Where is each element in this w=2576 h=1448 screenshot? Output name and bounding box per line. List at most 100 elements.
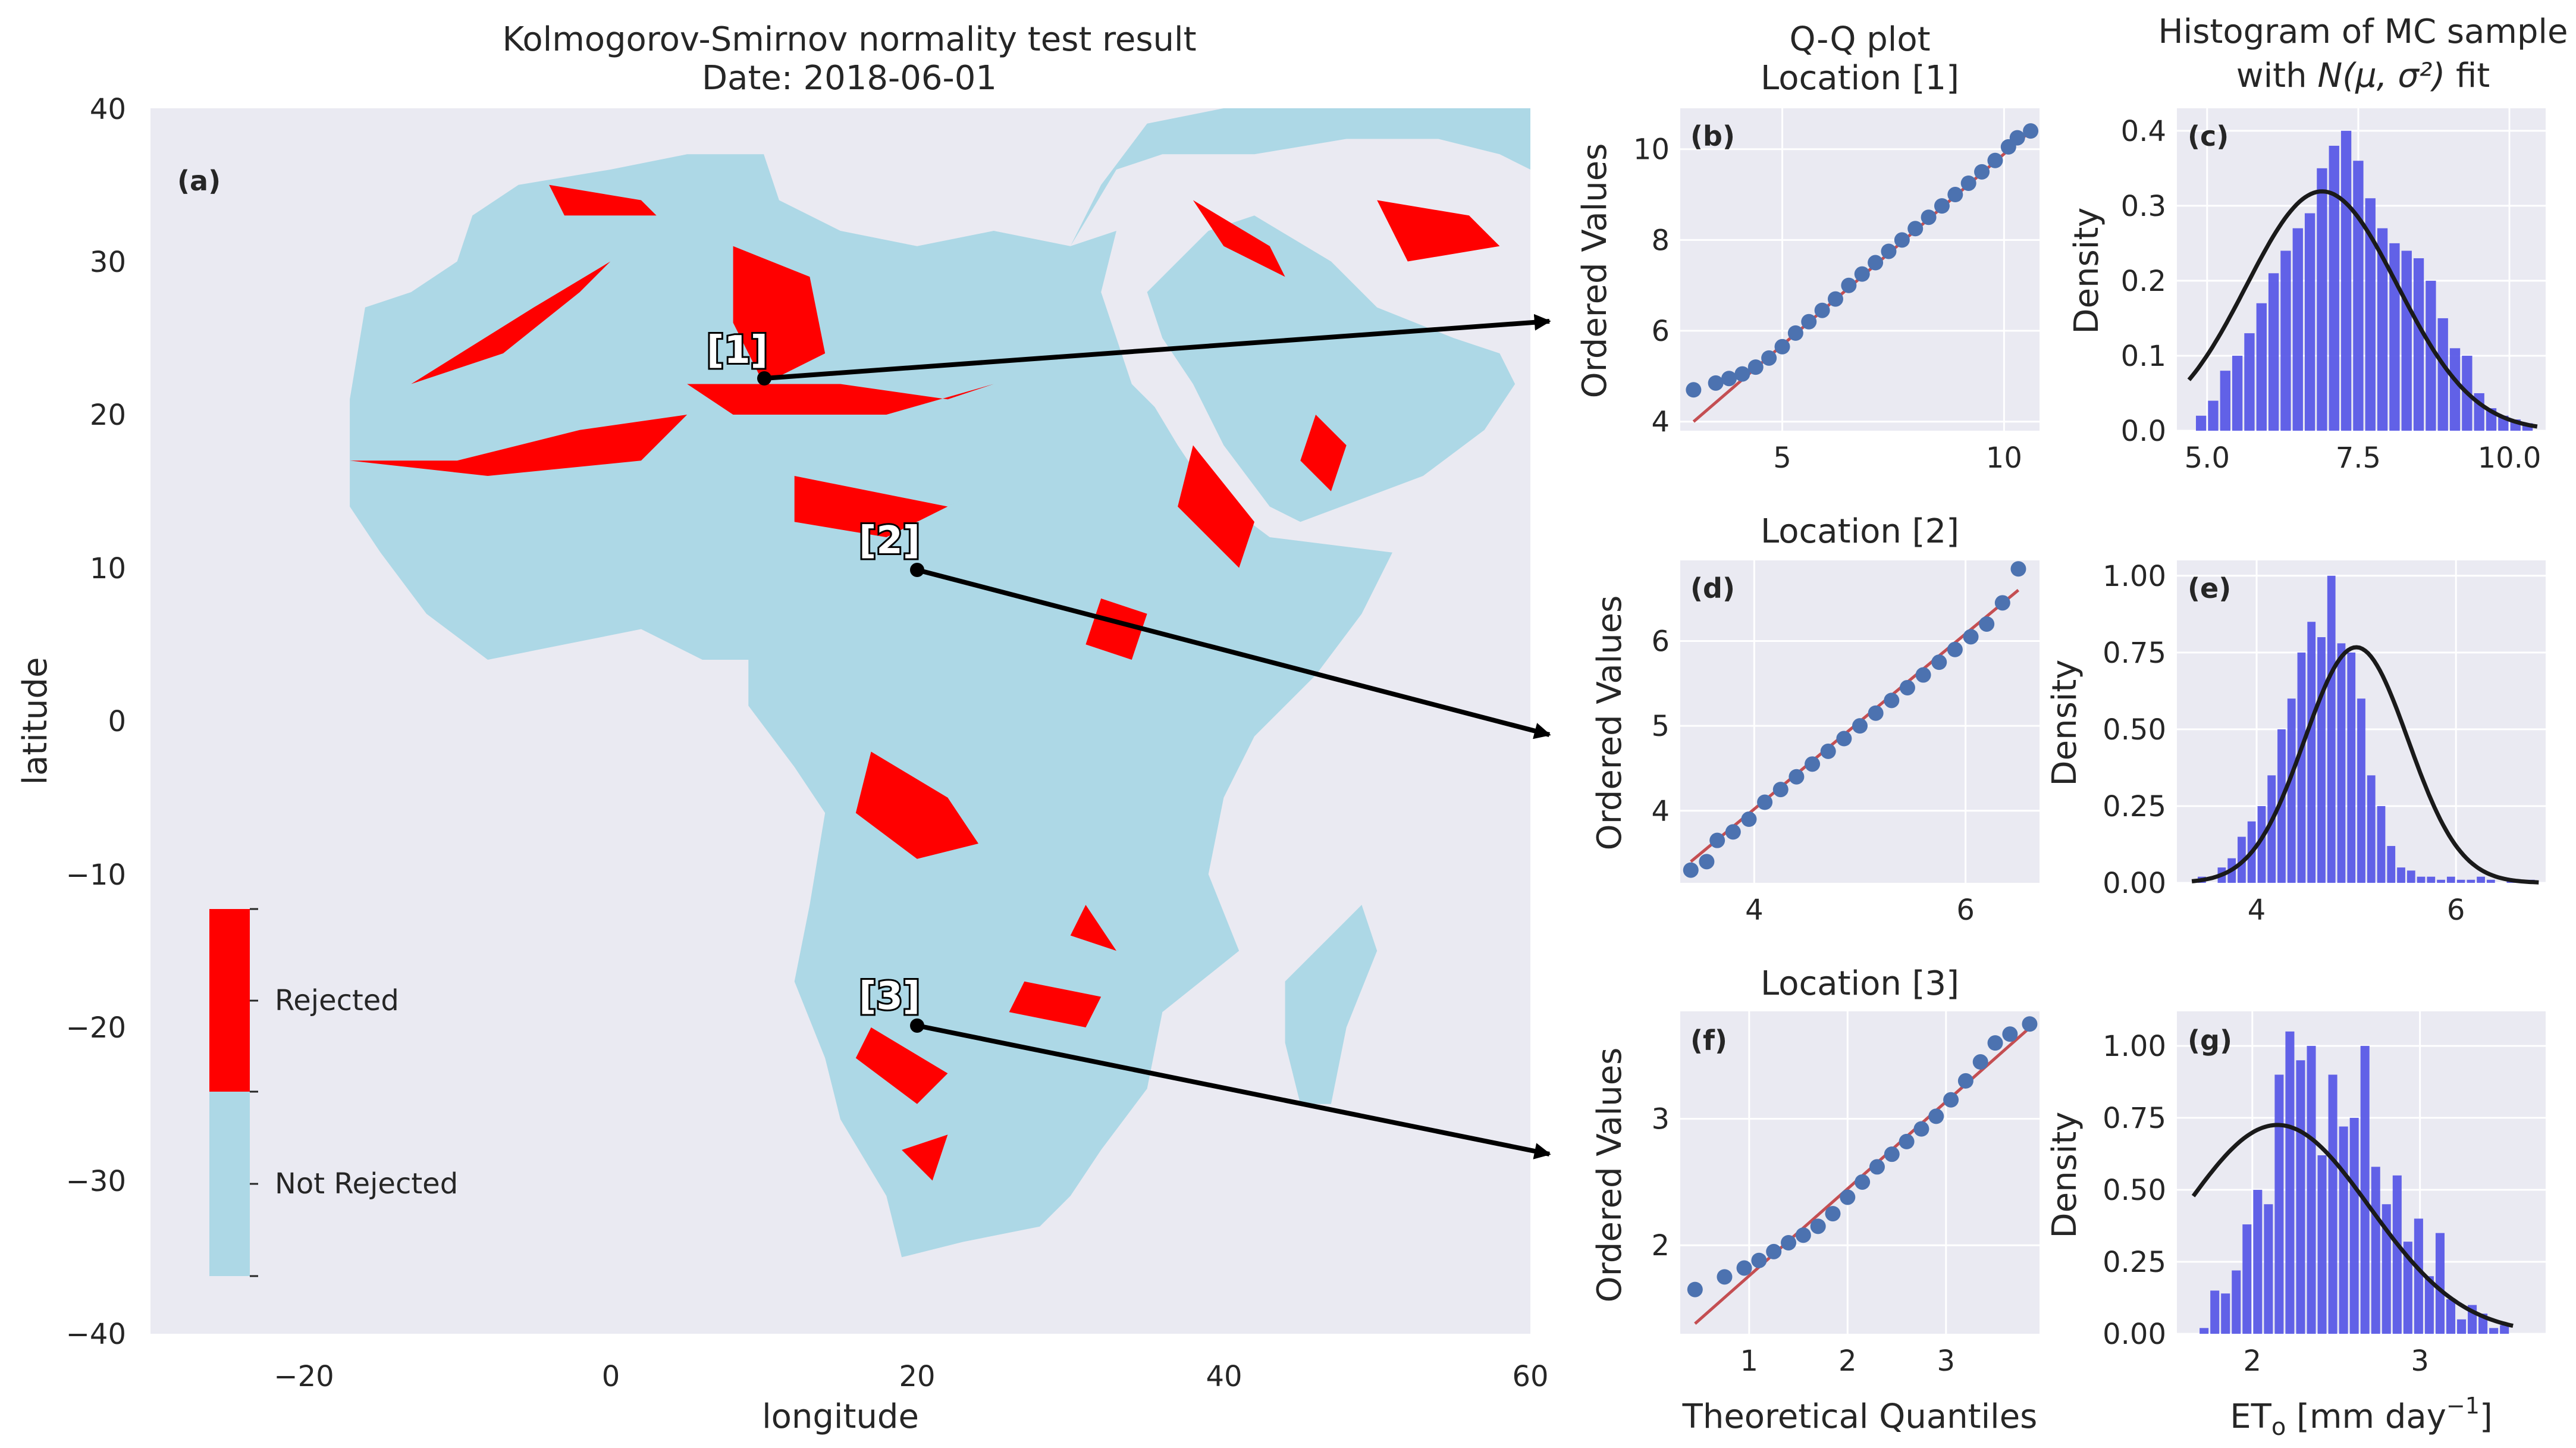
histogram-bar bbox=[2477, 876, 2485, 883]
histogram-bar bbox=[2500, 1325, 2509, 1334]
ytick-label: 0.25 bbox=[2103, 1246, 2166, 1279]
qq-point bbox=[1801, 314, 1817, 330]
histogram-bar bbox=[2417, 876, 2426, 883]
histogram-bar bbox=[2457, 1319, 2467, 1334]
histogram-bar bbox=[2317, 168, 2327, 431]
qq-point bbox=[1805, 756, 1821, 772]
qq-point bbox=[1934, 198, 1950, 214]
histogram-bar bbox=[2256, 303, 2267, 431]
qq-column-title: Q-Q plot bbox=[1789, 20, 1930, 59]
histogram-bar bbox=[2467, 879, 2475, 883]
qq-point bbox=[1963, 629, 1979, 645]
map-y-ticks: 40 30 20 10 0 −10 −20 −30 −40 bbox=[66, 93, 126, 1351]
ytick-label: 1.00 bbox=[2103, 1030, 2166, 1063]
qq-point bbox=[1810, 1218, 1826, 1234]
hist-panel-label-g: (g) bbox=[2188, 1024, 2232, 1057]
qq-point bbox=[1841, 277, 1857, 293]
xtick-label: 4 bbox=[2248, 894, 2266, 927]
map-panel-label: (a) bbox=[177, 165, 221, 197]
map-ytick: 30 bbox=[90, 246, 126, 279]
histogram-bar bbox=[2357, 698, 2365, 883]
histogram-bar bbox=[2449, 348, 2461, 431]
histogram-bar bbox=[2489, 1328, 2499, 1334]
xtick-label: 10 bbox=[1986, 441, 2022, 475]
colorbar-not-rejected-swatch bbox=[209, 1092, 250, 1276]
arrow-location-3 bbox=[917, 1023, 1551, 1159]
ytick-label: 0.00 bbox=[2103, 867, 2166, 900]
qq-point bbox=[1825, 1206, 1841, 1222]
qq-point bbox=[1717, 1269, 1733, 1285]
qq-point bbox=[1781, 1234, 1797, 1250]
qq-point bbox=[1814, 302, 1830, 318]
histogram-bar bbox=[2280, 250, 2291, 431]
histogram-bar bbox=[2437, 879, 2445, 883]
qq-plot-2: 4 6 4 5 6 bbox=[1651, 560, 2040, 927]
xtick-label: 3 bbox=[2411, 1344, 2429, 1378]
location-3-title: Location [3] bbox=[1761, 964, 1959, 1003]
histogram-bar bbox=[2486, 879, 2495, 883]
histogram-bar bbox=[2296, 1060, 2305, 1334]
histogram-bar bbox=[2328, 1074, 2337, 1334]
qq-point bbox=[1686, 382, 1702, 398]
ytick-label: 5 bbox=[1651, 710, 1670, 743]
qq-point bbox=[1884, 692, 1900, 709]
qq-point bbox=[1708, 375, 1724, 391]
histogram-bar bbox=[2244, 333, 2255, 431]
histogram-bar bbox=[2437, 318, 2448, 431]
qq-point bbox=[1987, 152, 2003, 168]
ytick-label: 0.4 bbox=[2121, 115, 2166, 148]
qq-point bbox=[1725, 824, 1741, 840]
qq-point bbox=[1947, 641, 1963, 657]
xtick-label: 2 bbox=[2244, 1344, 2262, 1378]
colorbar-rejected-swatch bbox=[209, 909, 250, 1092]
ytick-label: 0.1 bbox=[2121, 340, 2166, 373]
histogram-bar bbox=[2208, 400, 2219, 431]
histogram-bar bbox=[2424, 1276, 2434, 1334]
qq-point bbox=[1960, 175, 1976, 191]
qq-point bbox=[1921, 209, 1937, 225]
histogram-bar bbox=[2340, 130, 2352, 431]
qq-plot-1: 5 10 4 6 8 10 bbox=[1633, 108, 2040, 475]
rejected-region-16 bbox=[1070, 905, 1116, 951]
qq-ylabel-2: Ordered Values bbox=[1590, 596, 1629, 851]
ytick-label: 0.75 bbox=[2103, 637, 2166, 670]
rejected-region-10 bbox=[1300, 415, 1347, 491]
qq-point bbox=[1820, 743, 1836, 759]
rejected-region-5 bbox=[549, 184, 657, 216]
rejected-region-8 bbox=[1085, 598, 1147, 660]
qq-point bbox=[1772, 782, 1789, 798]
hist-panel-label-c: (c) bbox=[2188, 120, 2229, 152]
histogram-bar bbox=[2277, 729, 2286, 883]
map-ytick: 20 bbox=[90, 399, 126, 432]
histogram-bar bbox=[2347, 652, 2356, 883]
xtick-label: 6 bbox=[2447, 894, 2465, 927]
qq-point bbox=[1881, 243, 1897, 259]
histogram-bar bbox=[2456, 879, 2465, 883]
histogram-bar bbox=[2406, 870, 2415, 883]
normal-fit-curve bbox=[2187, 189, 2538, 429]
map-x-ticks: −20 0 20 40 60 bbox=[274, 1360, 1548, 1393]
histogram-bar bbox=[2317, 637, 2326, 883]
qq-point bbox=[1766, 1243, 1782, 1259]
histogram-bar bbox=[2242, 1224, 2252, 1334]
rejected-region-14 bbox=[1009, 981, 1102, 1027]
histogram-bar bbox=[2337, 643, 2346, 883]
arrow-location-2 bbox=[916, 568, 1551, 739]
histogram-bar bbox=[2446, 876, 2455, 883]
histogram-bar bbox=[2287, 698, 2296, 883]
histogram-bar bbox=[2285, 1031, 2295, 1334]
hist-ylabel-1: Density bbox=[2067, 208, 2106, 334]
location-marker-2: [2] bbox=[859, 519, 920, 563]
qq-panel-2-text: (d) Ordered Values bbox=[1590, 572, 1735, 850]
histogram-bar bbox=[2387, 846, 2396, 883]
histogram-bar bbox=[2221, 1293, 2230, 1334]
qq-ylabel-3: Ordered Values bbox=[1590, 1048, 1629, 1303]
map-ytick: 10 bbox=[90, 552, 126, 585]
histogram-bar bbox=[2392, 1175, 2402, 1334]
qq-point bbox=[1852, 718, 1868, 734]
qq-panel-label-d: (d) bbox=[1690, 572, 1735, 604]
qq-point bbox=[1915, 667, 1931, 683]
map-ytick: 40 bbox=[90, 93, 126, 126]
rejected-region-6 bbox=[794, 476, 1009, 537]
